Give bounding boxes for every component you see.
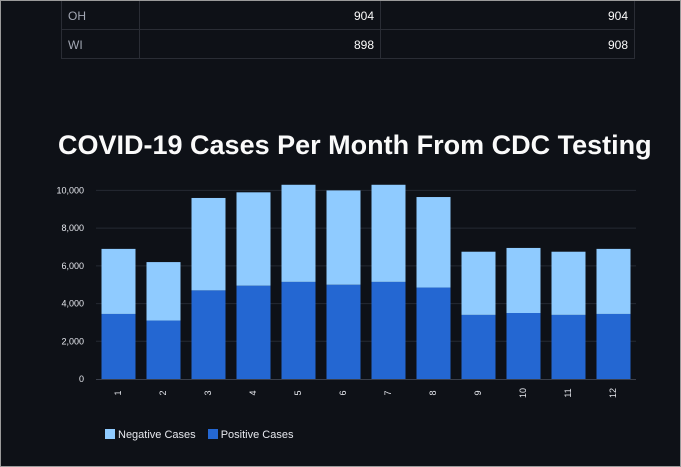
bar-negative-7: [371, 184, 406, 282]
legend-item-positive[interactable]: Positive Cases: [207, 429, 294, 441]
legend-swatch-negative: [105, 429, 115, 439]
legend-item-negative[interactable]: Negative Cases: [105, 429, 196, 441]
bar-positive-1: [101, 313, 136, 379]
y-tick-label: 4,000: [61, 299, 84, 309]
bar-negative-1: [101, 248, 136, 314]
bar-negative-6: [326, 190, 361, 285]
y-tick-label: 8,000: [61, 223, 84, 233]
value-cell: 908: [607, 38, 628, 52]
bar-negative-10: [506, 247, 541, 313]
chart-title: COVID-19 Cases Per Month From CDC Testin…: [58, 130, 652, 160]
row-index-cell: OH: [62, 1, 140, 29]
bar-positive-5: [281, 281, 316, 379]
x-tick-label: 7: [383, 390, 393, 395]
x-tick-label: 1: [113, 390, 123, 395]
x-tick-label: 10: [518, 388, 528, 398]
legend-swatch-positive: [207, 429, 218, 439]
y-tick-label: 6,000: [61, 261, 84, 271]
x-tick-label: 6: [338, 390, 348, 395]
chart-legend: Negative Cases Positive Cases: [105, 429, 302, 441]
x-tick-label: 8: [428, 390, 438, 395]
bar-negative-12: [596, 248, 631, 314]
bar-positive-4: [236, 285, 271, 379]
legend-label-negative: Negative Cases: [118, 429, 196, 441]
data-table: OH 904 904 WI 898 908: [61, 1, 635, 59]
bar-positive-6: [326, 284, 361, 379]
x-tick-label: 9: [473, 390, 483, 395]
value-cell: 898: [140, 30, 381, 58]
x-tick-label: 4: [248, 390, 258, 395]
x-tick-label: 11: [563, 388, 573, 397]
legend-label-positive: Positive Cases: [220, 429, 294, 441]
x-tick-label: 2: [158, 390, 168, 395]
row-index-cell: WI: [62, 30, 140, 58]
bar-negative-8: [416, 197, 451, 288]
bar-positive-7: [371, 281, 406, 379]
bar-negative-4: [236, 192, 271, 286]
bar-negative-5: [281, 184, 316, 282]
table-row: WI 898 908: [62, 30, 634, 58]
bar-negative-2: [146, 262, 181, 321]
y-tick-label: 0: [79, 374, 84, 384]
value-cell: 904: [607, 9, 628, 23]
bar-positive-11: [551, 314, 586, 379]
table-row: OH 904 904: [62, 1, 634, 30]
bar-positive-8: [416, 287, 451, 379]
bar-positive-9: [461, 314, 496, 379]
bar-negative-9: [461, 251, 496, 315]
value-cell: 904: [140, 1, 381, 29]
bar-positive-10: [506, 313, 541, 379]
bar-positive-2: [146, 320, 181, 379]
y-tick-label: 2,000: [61, 336, 84, 346]
bar-negative-11: [551, 251, 586, 315]
x-tick-label: 12: [608, 388, 618, 398]
bar-negative-3: [191, 197, 226, 291]
x-tick-label: 3: [203, 390, 213, 395]
x-tick-label: 5: [293, 390, 303, 395]
bar-positive-3: [191, 290, 226, 379]
bar-positive-12: [596, 313, 631, 379]
y-tick-label: 10,000: [56, 185, 84, 195]
